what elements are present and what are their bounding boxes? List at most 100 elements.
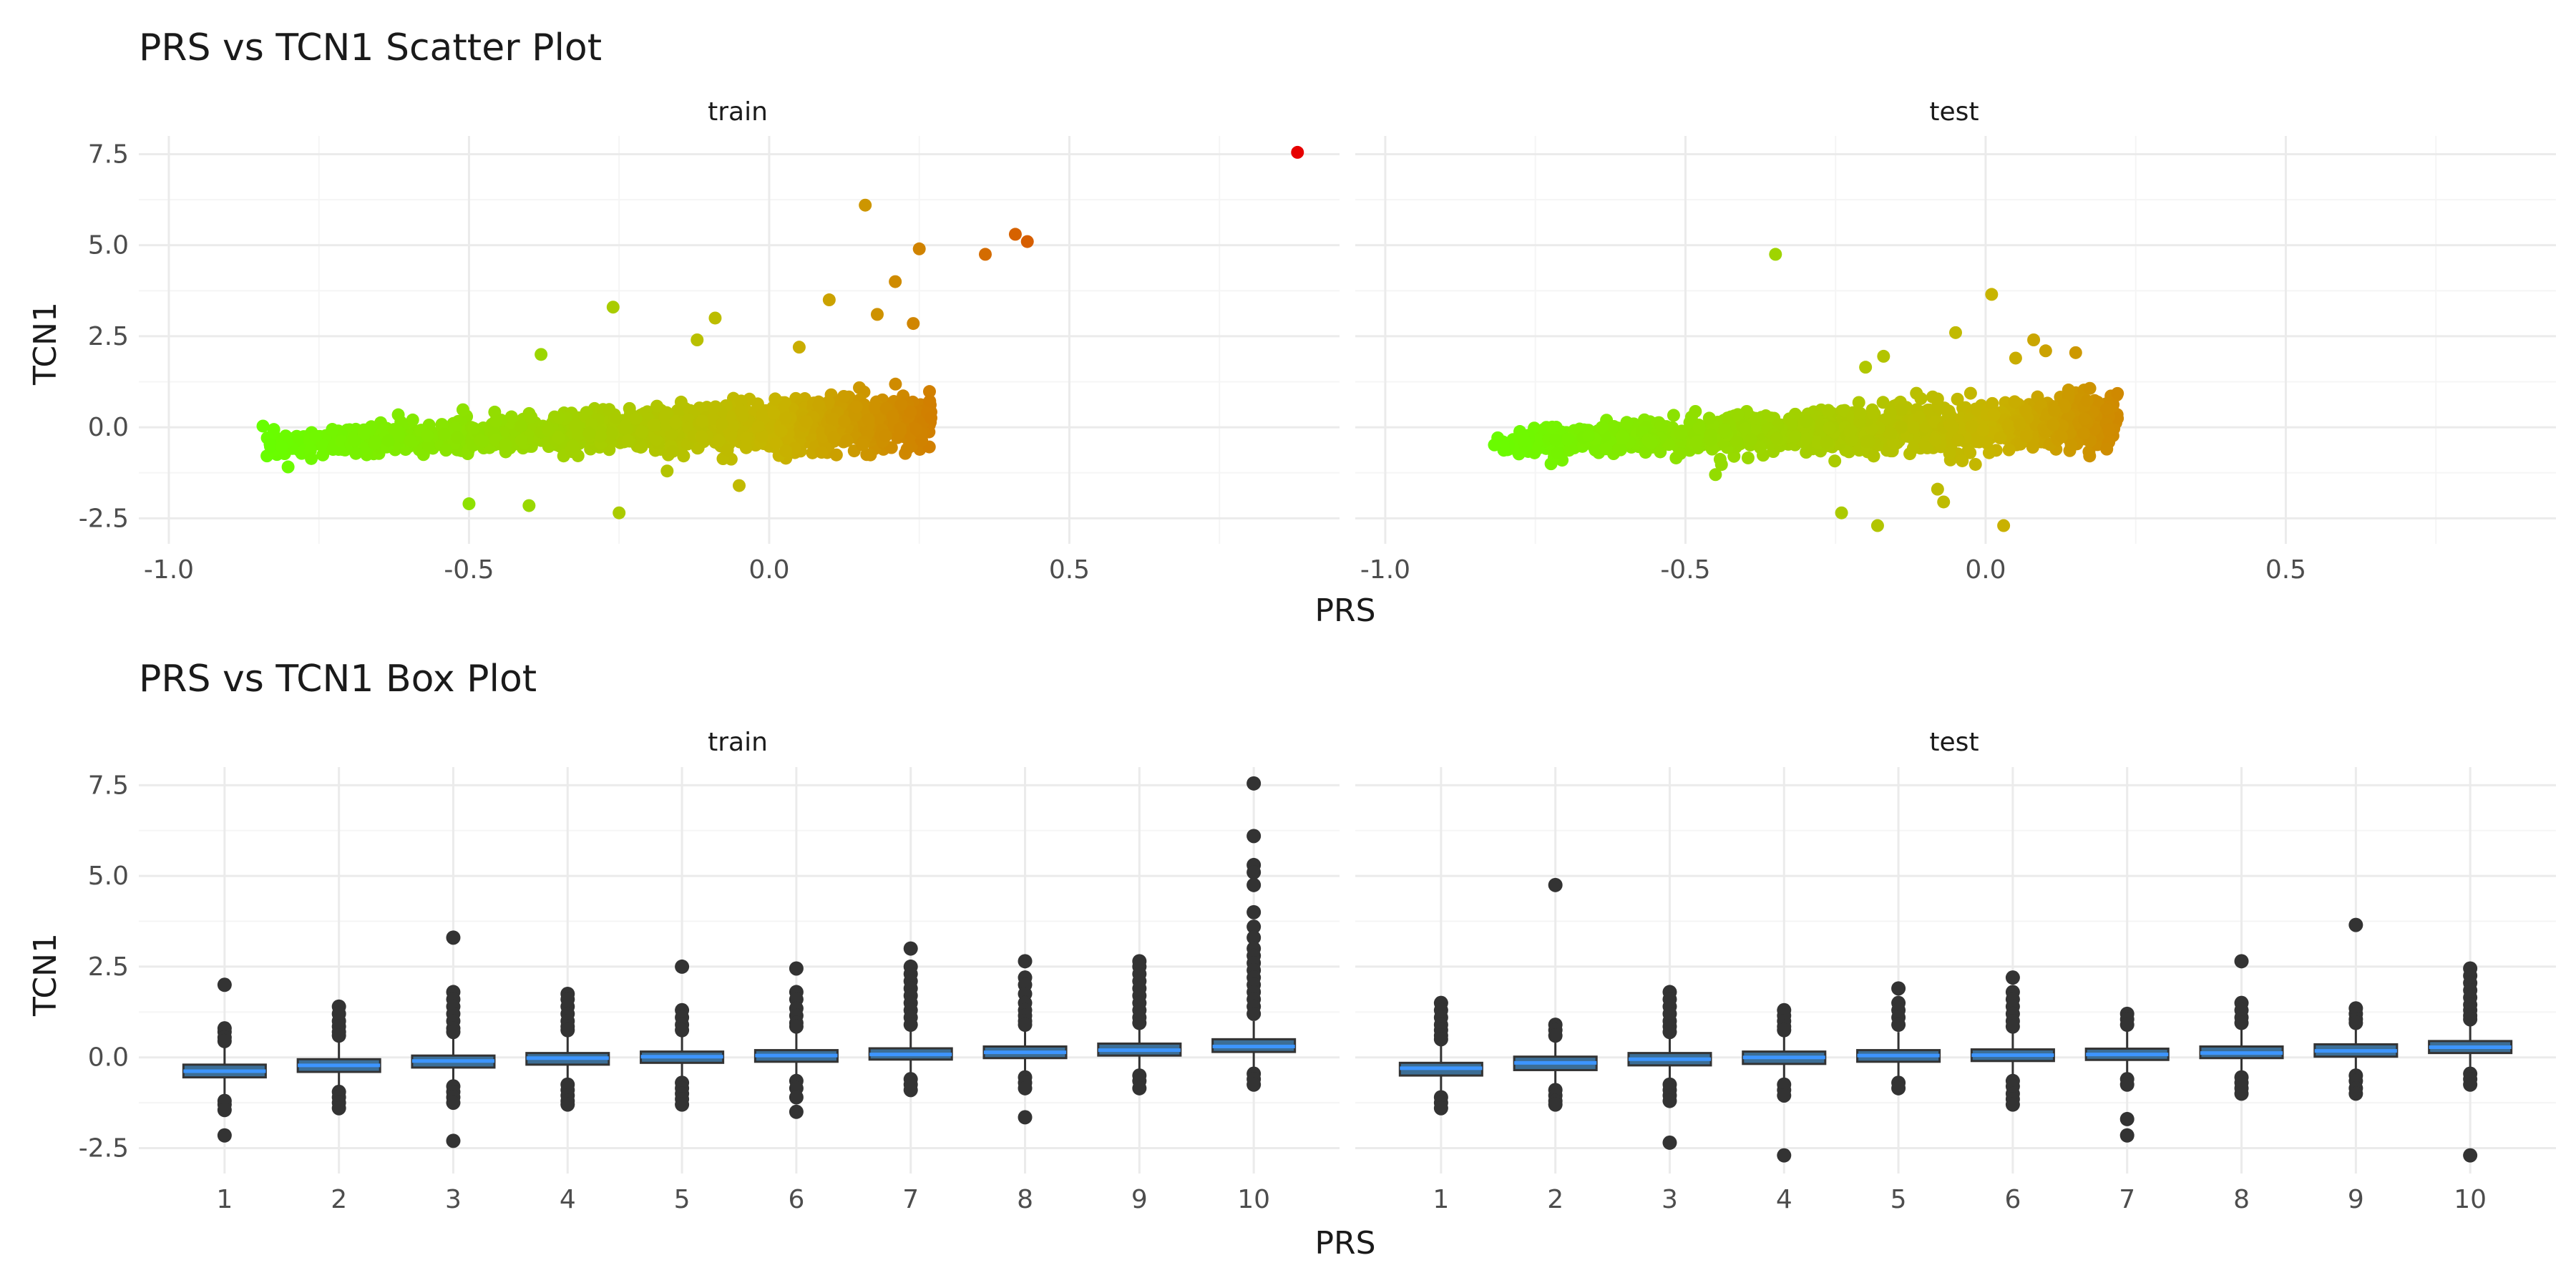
scatter-point xyxy=(1749,411,1762,425)
box-outlier xyxy=(2005,1019,2020,1034)
box-outlier xyxy=(1777,1023,1792,1038)
scatter-point xyxy=(696,414,709,428)
x-tick-label: 0.5 xyxy=(1049,555,1090,585)
scatter-point xyxy=(889,377,902,391)
scatter-point xyxy=(316,438,330,452)
scatter-point xyxy=(912,242,926,255)
scatter-point xyxy=(870,308,884,321)
x-tick-label: 6 xyxy=(2004,1185,2021,1214)
scatter-point xyxy=(1748,422,1762,436)
y-tick-label: -2.5 xyxy=(79,504,129,533)
box-8 xyxy=(982,954,1068,1125)
box-outlier xyxy=(1548,1097,1563,1112)
scatter-point xyxy=(1931,482,1944,496)
scatter-point xyxy=(2083,381,2097,395)
scatter-point xyxy=(1488,438,1501,452)
scatter-point xyxy=(2069,346,2082,359)
scatter-point xyxy=(1895,404,1908,417)
box-6 xyxy=(1970,970,2055,1112)
box-outlier xyxy=(675,1097,690,1112)
scatter-point xyxy=(1741,451,1755,464)
scatter-point xyxy=(1644,436,1658,449)
scatter-panel-test-strip: test xyxy=(1929,97,1979,127)
scatter-point xyxy=(822,293,836,307)
scatter-point xyxy=(1595,421,1609,434)
scatter-point xyxy=(1884,426,1898,440)
box-outlier xyxy=(789,1090,804,1105)
box-plot-title: PRS vs TCN1 Box Plot xyxy=(139,658,537,701)
scatter-point xyxy=(1654,445,1667,459)
scatter-point xyxy=(716,417,729,431)
scatter-point xyxy=(1835,506,1848,519)
scatter-panel-test: test -1.0 -0.5 0.0 0.5 xyxy=(1355,97,2556,585)
box-outlier xyxy=(560,1097,575,1112)
x-tick-label: 7 xyxy=(2119,1185,2135,1214)
scatter-point xyxy=(2111,386,2124,400)
scatter-point xyxy=(1876,396,1890,409)
scatter-point xyxy=(647,418,660,431)
scatter-point xyxy=(358,424,371,437)
box-outlier xyxy=(2005,970,2020,985)
box-outlier xyxy=(2348,1086,2363,1101)
scatter-point xyxy=(1994,431,2007,445)
scatter-point xyxy=(525,410,538,424)
scatter-point xyxy=(879,429,892,442)
scatter-point xyxy=(1704,428,1717,441)
x-tick-label: 6 xyxy=(788,1185,804,1214)
box-outlier xyxy=(1246,865,1262,880)
scatter-point xyxy=(904,405,917,419)
scatter-point xyxy=(739,441,753,454)
scatter-point xyxy=(829,448,843,462)
scatter-point xyxy=(1843,424,1857,438)
box-outlier xyxy=(2463,1148,2478,1163)
scatter-point xyxy=(1982,446,1996,459)
scatter-point xyxy=(1769,248,1782,261)
box-outlier xyxy=(1246,829,1262,844)
scatter-point xyxy=(477,434,490,448)
scatter-point xyxy=(889,275,902,288)
scatter-point xyxy=(774,424,788,438)
scatter-point xyxy=(2020,429,2034,443)
box-4 xyxy=(1742,1002,1827,1163)
scatter-point xyxy=(650,399,664,413)
box-panel-train-strip: train xyxy=(708,728,768,757)
scatter-point xyxy=(1951,392,1964,406)
box-outlier xyxy=(1433,1032,1448,1047)
scatter-point xyxy=(1928,433,1942,447)
box-outlier xyxy=(1891,1018,1906,1033)
y-tick-label: 0.0 xyxy=(88,413,129,442)
scatter-point xyxy=(812,398,826,411)
scatter-point xyxy=(535,348,548,361)
scatter-point xyxy=(1639,446,1652,459)
scatter-point xyxy=(734,404,748,418)
box-outlier xyxy=(331,1101,346,1116)
box-outlier xyxy=(2005,1097,2020,1112)
scatter-point xyxy=(660,406,673,419)
scatter-point xyxy=(799,415,813,429)
scatter-point xyxy=(1823,421,1836,435)
scatter-point xyxy=(1987,408,2001,421)
x-tick-label: 3 xyxy=(445,1185,462,1214)
box-outlier xyxy=(560,1023,575,1038)
scatter-point xyxy=(275,440,288,454)
box-outlier xyxy=(675,1023,690,1038)
box-1 xyxy=(1398,995,1483,1116)
scatter-point xyxy=(2064,438,2078,452)
scatter-point xyxy=(2083,449,2097,463)
scatter-panel-train-strip: train xyxy=(708,97,768,127)
scatter-point xyxy=(1865,406,1879,420)
x-tick-label: 10 xyxy=(1237,1185,1270,1214)
scatter-point xyxy=(522,499,536,512)
y-tick-label: 5.0 xyxy=(88,231,129,260)
scatter-point xyxy=(281,460,295,474)
scatter-point xyxy=(514,419,527,433)
scatter-point xyxy=(1692,421,1706,435)
box-outlier xyxy=(903,941,918,956)
box-plot-x-axis-label: PRS xyxy=(1314,1225,1375,1262)
box-outlier xyxy=(217,977,232,992)
scatter-point xyxy=(721,443,734,457)
scatter-point xyxy=(894,421,907,435)
box-outlier xyxy=(2463,1012,2478,1027)
scatter-point xyxy=(1867,449,1880,463)
scatter-point xyxy=(489,414,503,428)
